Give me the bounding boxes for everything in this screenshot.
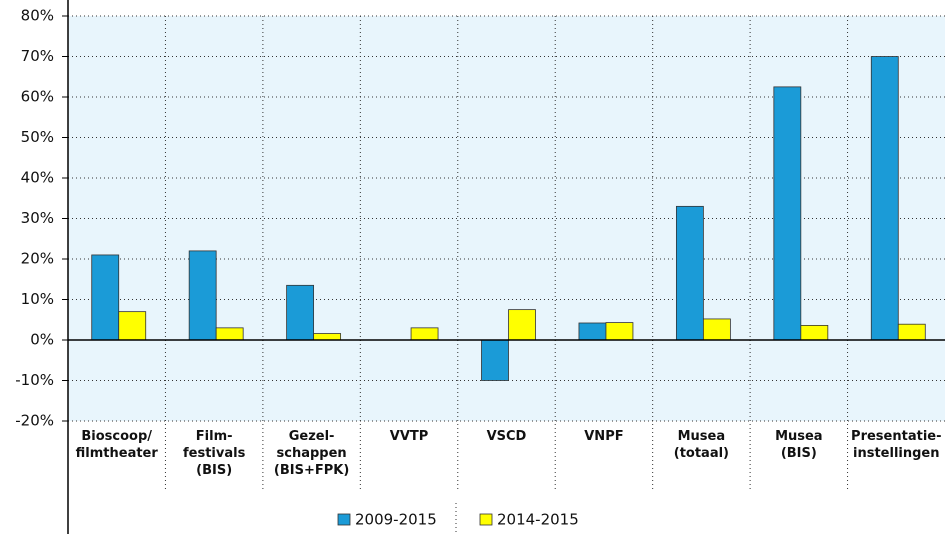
- bar: [215, 327, 244, 341]
- legend-swatch: [337, 513, 351, 526]
- bar: [313, 333, 342, 341]
- bar: [188, 250, 217, 341]
- x-tick-label: VSCD: [486, 429, 527, 444]
- bar: [605, 322, 634, 341]
- x-tick-label: Film- festivals (BIS): [182, 429, 246, 478]
- x-tick-label: VVTP: [389, 429, 429, 444]
- x-tick-label: Musea (totaal): [673, 429, 729, 461]
- bar: [702, 318, 731, 341]
- y-tick-label: 80%: [21, 7, 54, 25]
- bar: [118, 311, 147, 341]
- legend-swatch: [479, 513, 493, 526]
- bar: [897, 323, 926, 341]
- y-tick-label: 0%: [30, 331, 54, 349]
- x-tick-label: Presentatie- instellingen: [851, 429, 942, 461]
- y-tick-label: 40%: [21, 169, 54, 187]
- bar: [91, 254, 120, 341]
- y-tick-label: 60%: [21, 88, 54, 106]
- y-tick-label: 30%: [21, 209, 54, 227]
- x-tick-label: Gezel- schappen (BIS+FPK): [273, 429, 350, 478]
- y-tick-label: 20%: [21, 250, 54, 268]
- y-tick-label: 50%: [21, 128, 54, 146]
- x-tick-label: Bioscoop/ filmtheater: [75, 429, 158, 461]
- y-tick-label: -20%: [15, 412, 54, 430]
- bar: [773, 86, 802, 341]
- x-tick-label: Musea (BIS): [775, 429, 823, 461]
- bar: [675, 205, 704, 341]
- y-tick-label: -10%: [15, 371, 54, 389]
- bar: [870, 56, 899, 341]
- bar: [410, 327, 439, 341]
- x-tick-label: VNPF: [584, 429, 624, 444]
- y-tick-label: 10%: [21, 290, 54, 308]
- legend-label: 2009-2015: [355, 511, 437, 529]
- legend-label: 2014-2015: [497, 511, 579, 529]
- bar: [481, 339, 509, 381]
- y-tick-label: 70%: [21, 47, 54, 65]
- bar: [578, 322, 607, 341]
- bar: [508, 309, 536, 341]
- bar: [800, 325, 829, 341]
- bar: [286, 284, 315, 341]
